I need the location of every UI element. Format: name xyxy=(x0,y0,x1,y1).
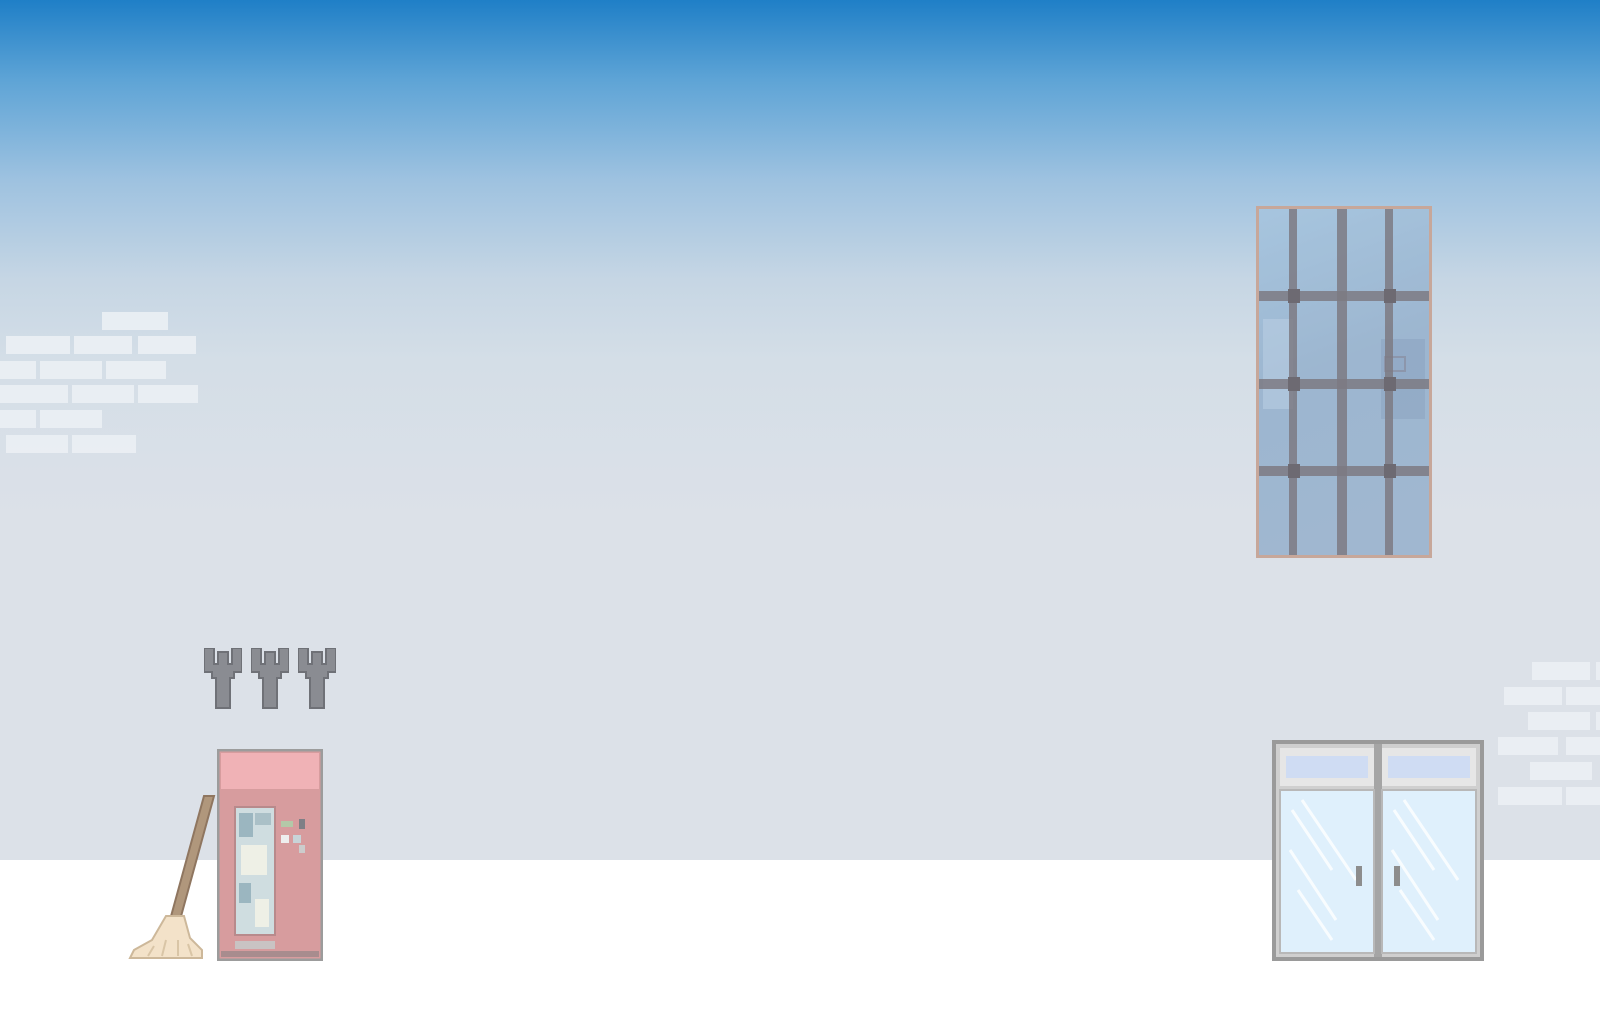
vending-machine-icon[interactable] xyxy=(217,749,323,961)
barred-window-icon[interactable] xyxy=(1256,206,1432,558)
wrench-icon xyxy=(251,648,289,709)
window-bars xyxy=(1259,209,1429,555)
wall-bricks-left xyxy=(0,312,200,462)
wrench-group[interactable] xyxy=(204,648,344,712)
double-glass-door-icon[interactable] xyxy=(1272,740,1484,961)
wrench-icon xyxy=(204,648,242,709)
wrench-icon xyxy=(298,648,336,709)
broom-icon[interactable] xyxy=(128,790,218,962)
wall-bricks-right xyxy=(1496,662,1600,812)
